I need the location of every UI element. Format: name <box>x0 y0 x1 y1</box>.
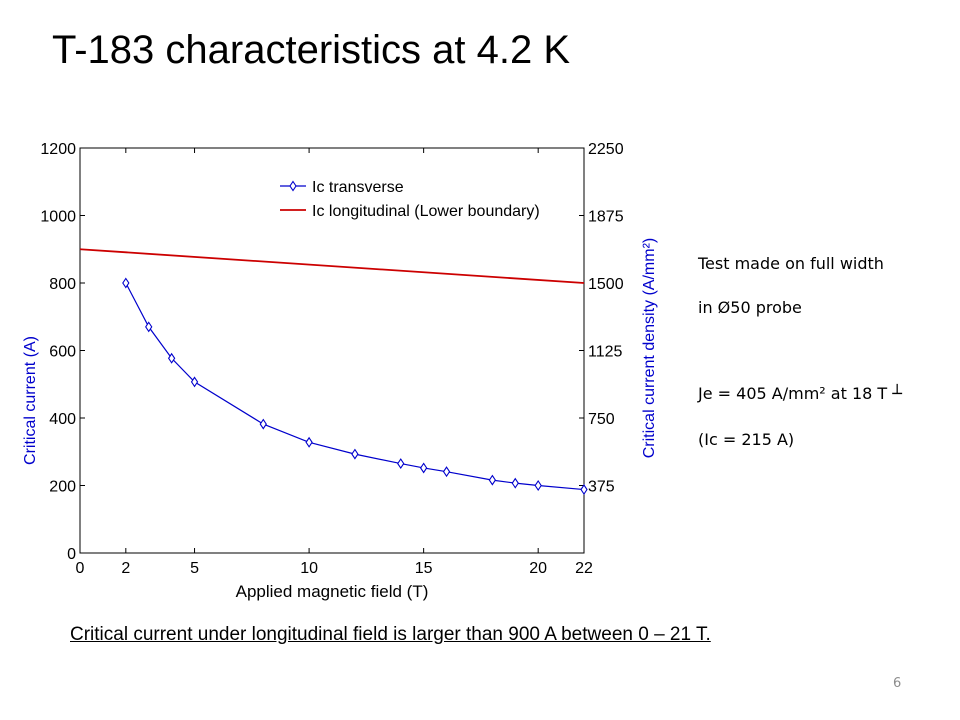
y-tick-label: 600 <box>49 344 76 361</box>
y2-tick-label: 1875 <box>588 209 624 226</box>
x-tick-label: 22 <box>575 560 593 577</box>
y2-tick-label: 1500 <box>588 276 624 293</box>
data-point <box>145 321 153 333</box>
legend-marker-0 <box>289 180 297 192</box>
data-point <box>259 418 267 430</box>
x-tick-label: 5 <box>190 560 199 577</box>
note-je: Je = 405 A/mm² at 18 T ┴ <box>698 384 902 403</box>
note-ic: (Ic = 215 A) <box>698 430 795 449</box>
legend-label-1: Ic longitudinal (Lower boundary) <box>312 203 540 220</box>
data-point <box>511 477 519 489</box>
footer-note: Critical current under longitudinal fiel… <box>70 624 711 645</box>
note-test-width: Test made on full width <box>698 254 884 273</box>
data-point <box>419 462 428 474</box>
page-number: 6 <box>893 676 902 691</box>
series-line-1 <box>79 248 585 284</box>
data-point <box>534 480 542 491</box>
x-tick-label: 10 <box>300 560 318 577</box>
y2-tick-label: 375 <box>588 479 615 496</box>
data-point <box>122 277 130 289</box>
y2-tick-label: 2250 <box>588 141 624 158</box>
y2-axis-label: Critical current density (A/mm²) <box>641 238 658 458</box>
data-point <box>305 436 313 448</box>
y-tick-label: 1000 <box>40 209 76 226</box>
data-point <box>580 484 588 496</box>
x-axis-label: Applied magnetic field (T) <box>236 582 429 601</box>
x-tick-label: 2 <box>121 560 130 577</box>
data-point <box>167 352 176 364</box>
data-point <box>351 448 359 460</box>
y2-tick-label: 1125 <box>588 344 623 361</box>
y-tick-label: 800 <box>49 276 76 293</box>
x-tick-label: 0 <box>76 560 85 577</box>
note-probe: in Ø50 probe <box>698 298 802 317</box>
slide-title: T-183 characteristics at 4.2 K <box>52 28 571 72</box>
y-tick-label: 0 <box>67 546 76 563</box>
series-line-0 <box>125 282 585 491</box>
y-axis-label: Critical current (A) <box>22 336 39 465</box>
data-point <box>190 376 199 388</box>
data-point <box>488 474 497 486</box>
legend-label-0: Ic transverse <box>312 179 404 196</box>
y-tick-label: 200 <box>49 479 76 496</box>
y-tick-label: 1200 <box>40 141 76 158</box>
x-tick-label: 20 <box>529 560 547 577</box>
y-tick-label: 400 <box>49 411 76 428</box>
data-point <box>397 458 405 470</box>
y2-tick-label: 750 <box>588 411 615 428</box>
data-point <box>442 466 451 478</box>
x-tick-label: 15 <box>415 560 433 577</box>
